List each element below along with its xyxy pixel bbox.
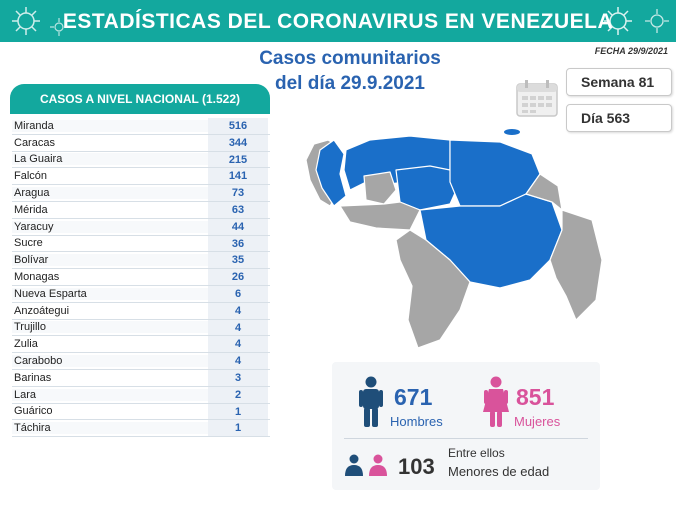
stats-divider: [344, 438, 588, 439]
state-name: Barinas: [14, 371, 52, 384]
map-region-llanos: [339, 201, 421, 231]
male-icon: [359, 376, 383, 427]
table-row: Carabobo 4: [12, 353, 270, 370]
state-cases: 344: [208, 134, 268, 151]
virus-icon: [645, 9, 669, 33]
table-row: Nueva Esparta 6: [12, 285, 270, 303]
map-region-delta: [525, 173, 563, 211]
table-row: Guárico 1: [12, 403, 270, 421]
mujeres-label: Mujeres: [514, 414, 561, 429]
week-badge: Semana 81: [566, 68, 672, 96]
table-row: Monagas 26: [12, 269, 270, 286]
state-cases: 4: [208, 319, 268, 336]
banner-title: ESTADÍSTICAS DEL CORONAVIRUS EN VENEZUEL…: [62, 10, 614, 33]
state-name: La Guaira: [12, 153, 208, 166]
state-name: Bolívar: [12, 254, 208, 267]
virus-icon: [12, 7, 40, 35]
headline-line2: del día 29.9.2021: [275, 73, 425, 94]
menores-label: Menores de edad: [448, 464, 550, 479]
state-name: Carabobo: [12, 355, 208, 368]
state-cases: 63: [208, 201, 268, 218]
table-row: La Guaira 215: [12, 151, 270, 169]
state-cases: 26: [208, 269, 268, 285]
calendar-icon: [516, 80, 558, 117]
table-row: Falcón 141: [12, 168, 270, 186]
title-banner: ESTADÍSTICAS DEL CORONAVIRUS EN VENEZUEL…: [0, 0, 676, 42]
state-cases: 35: [208, 252, 268, 269]
map-region-amazonas: [395, 229, 471, 349]
state-name: Yaracuy: [12, 220, 208, 233]
state-cases: 73: [208, 185, 268, 201]
children-icon: [345, 454, 387, 476]
state-cases: 1: [208, 420, 268, 437]
table-row: Barinas 3: [12, 369, 270, 387]
state-name: Zulia: [14, 338, 38, 351]
state-name: Lara: [12, 388, 208, 401]
state-name: Táchira: [12, 422, 208, 435]
state-cases: 44: [208, 218, 268, 235]
table-row: Anzoátegui 4: [12, 302, 270, 320]
table-row: Yaracuy 44: [12, 218, 270, 236]
table-rows: Miranda 516 Caracas 344 La Guaira 215 Falcón 14…: [12, 118, 270, 438]
table-row: Caracas 344: [12, 134, 270, 152]
map-region-esequibo: [549, 209, 603, 321]
headline: Casos comunitarios del día 29.9.2021: [220, 46, 480, 96]
state-name: Caracas: [14, 136, 55, 149]
headline-line1: Casos comunitarios: [259, 48, 441, 69]
venezuela-map: [305, 129, 603, 349]
mujeres-count: 851: [516, 384, 555, 410]
table-row: Mérida 63: [12, 201, 270, 219]
table-header: CASOS A NIVEL NACIONAL (1.522): [10, 84, 270, 114]
table-row: Aragua 73: [12, 185, 270, 202]
table-row: Trujillo 4: [12, 319, 270, 337]
hombres-label: Hombres: [390, 414, 443, 429]
state-name: Mérida: [14, 203, 48, 216]
state-cases: 36: [208, 235, 268, 252]
female-icon: [483, 376, 509, 427]
state-cases: 215: [208, 151, 268, 168]
table-row: Zulia 4: [12, 336, 270, 354]
table-row: Miranda 516: [12, 118, 270, 135]
map-region-falcon: [315, 139, 347, 207]
table-row: Sucre 36: [12, 235, 270, 253]
state-cases: 141: [208, 168, 268, 185]
state-cases: 3: [208, 369, 268, 386]
state-name: Anzoátegui: [14, 304, 70, 317]
state-cases: 516: [208, 118, 268, 134]
menores-count: 103: [398, 454, 435, 479]
report-date: FECHA 29/9/2021: [594, 46, 668, 56]
state-cases: 4: [208, 302, 268, 319]
state-name: Miranda: [12, 119, 208, 132]
day-badge: Día 563: [566, 104, 672, 132]
cases-table: CASOS A NIVEL NACIONAL (1.522) Miranda 51…: [8, 84, 270, 440]
state-cases: 1: [208, 403, 268, 420]
state-name: Monagas: [14, 271, 60, 284]
state-cases: 2: [208, 386, 268, 403]
state-name: Nueva Esparta: [12, 287, 208, 300]
table-row: Táchira 1: [12, 420, 270, 438]
table-row: Bolívar 35: [12, 252, 270, 270]
state-name: Aragua: [12, 187, 208, 200]
state-cases: 4: [208, 336, 268, 353]
state-name: Guárico: [14, 405, 53, 418]
state-name: Falcón: [14, 170, 48, 183]
state-name: Sucre: [14, 237, 43, 250]
state-cases: 6: [208, 285, 268, 302]
map-region-lara: [363, 171, 397, 205]
menores-intro: Entre ellos: [448, 446, 505, 460]
hombres-count: 671: [394, 384, 433, 410]
state-cases: 4: [208, 353, 268, 369]
virus-icon: [604, 7, 632, 35]
virus-icon: [50, 18, 68, 36]
state-name: Trujillo: [12, 321, 208, 334]
map-region-nueva-esparta: [504, 129, 520, 135]
table-row: Lara 2: [12, 386, 270, 404]
stats-box: 671 Hombres 851 Mujeres Entre ellos 103 …: [332, 362, 600, 490]
